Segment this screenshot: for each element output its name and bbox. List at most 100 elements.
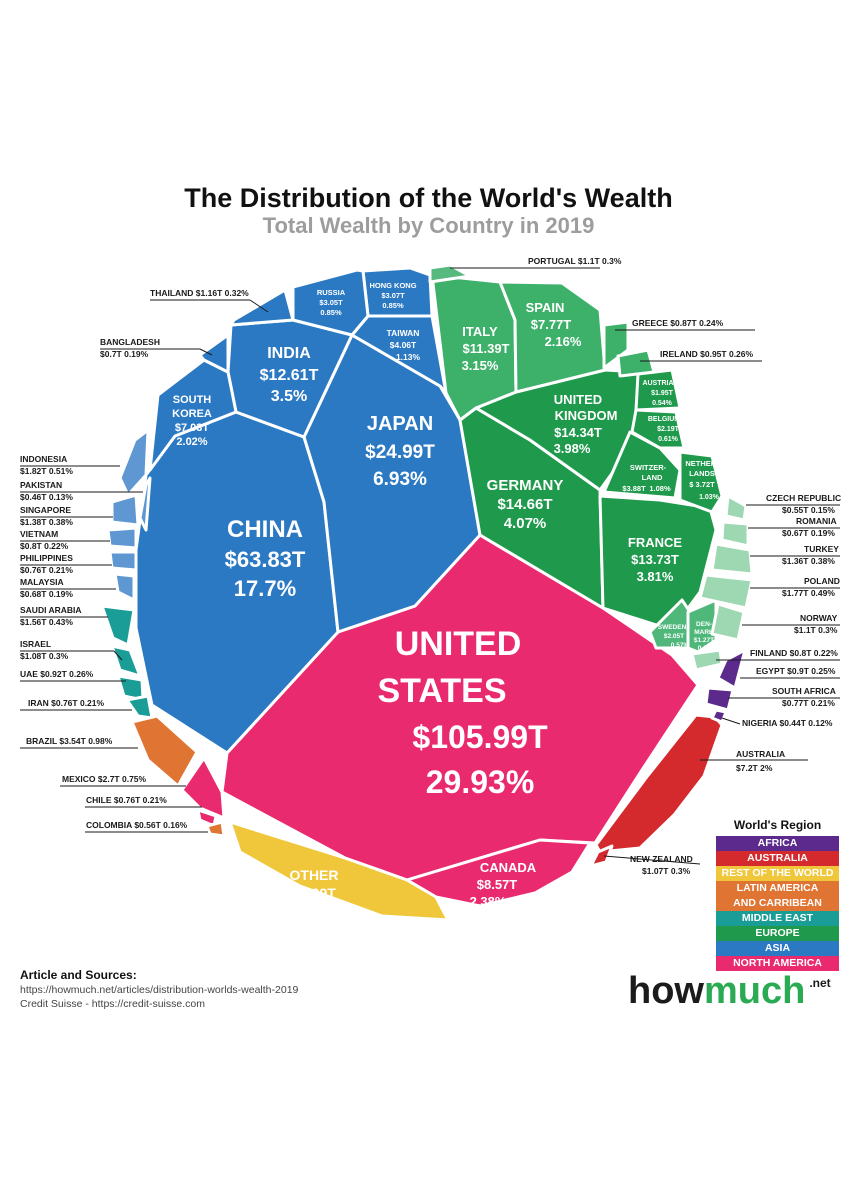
callout-czech-1: CZECH REPUBLIC [766,493,841,503]
callout-pakistan-2: $0.46T 0.13% [20,492,73,502]
callout-poland-2: $1.77T 0.49% [782,588,835,598]
cell-singapore [110,493,140,527]
cell-belgium [630,408,686,450]
label-uk-3: $14.34T [554,425,602,440]
label-uk-4: 3.98% [554,441,591,456]
logo-tld: .net [809,976,831,990]
callout-finland: FINLAND $0.8T 0.22% [750,648,838,658]
label-belgium-2: $2.19T [657,426,680,433]
label-hk-3: 0.85% [382,301,404,310]
howmuch-logo: howmuch .net [628,970,831,1013]
chart-subtitle: Total Wealth by Country in 2019 [262,213,595,238]
label-canada-2: $8.57T [477,877,518,892]
label-japan-3: 6.93% [373,469,427,490]
cell-indonesia [118,428,150,497]
callout-vietnam-2: $0.8T 0.22% [20,541,69,551]
label-denmark-4: 0.35% [698,645,717,652]
callout-philippines-1: PHILIPPINES [20,553,73,563]
callouts: PORTUGAL $1.1T 0.3% GREECE $0.87T 0.24% … [20,256,841,876]
callout-nigeria: NIGERIA $0.44T 0.12% [742,718,833,728]
sources-title: Article and Sources: [20,968,137,982]
label-belgium-3: 0.61% [658,436,679,443]
cell-new-zealand [589,844,614,868]
label-italy-2: $11.39T [463,341,510,356]
label-india-3: 3.5% [271,388,307,405]
callout-bangladesh-1: BANGLADESH [100,337,160,347]
cell-norway [710,602,746,642]
label-neth-3: $ 3.72T [689,480,715,489]
callout-malaysia-2: $0.68T 0.19% [20,589,73,599]
label-switz-4: 1.08% [649,484,671,493]
cell-greece [602,320,630,370]
cell-austria [634,368,682,412]
label-austria-3: 0.54% [652,400,673,407]
cell-romania [720,520,750,548]
label-canada-3: 2.38% [470,894,507,909]
callout-uae: UAE $0.92T 0.26% [20,669,94,679]
callout-portugal: PORTUGAL $1.1T 0.3% [528,256,622,266]
label-germany-2: $14.66T [497,496,552,513]
label-us-2: STATES [377,672,506,710]
chart-title: The Distribution of the World's Wealth [184,183,673,213]
cell-finland [690,648,724,672]
legend: World's Region AFRICA AUSTRALIA REST OF … [716,818,839,971]
label-sweden-1: SWEDEN [658,624,687,631]
callout-pakistan-1: PAKISTAN [20,480,62,490]
legend-item-asia: ASIA [716,941,839,956]
label-japan-2: $24.99T [365,442,435,463]
callout-new-zealand-2: $1.07T 0.3% [642,866,691,876]
callout-australia-2: $7.2T 2% [736,763,773,773]
callout-poland-1: POLAND [804,576,840,586]
label-sweden-3: 0.57% [671,642,690,649]
label-france-2: $13.73T [631,552,679,567]
cell-bangladesh [198,333,230,374]
callout-chile: CHILE $0.76T 0.21% [86,795,167,805]
cell-south-africa [704,686,735,712]
callout-turkey-1: TURKEY [804,544,839,554]
legend-item-rest-of-world: REST OF THE WORLD [716,866,839,881]
legend-item-middle-east: MIDDLE EAST [716,911,839,926]
callout-bangladesh-2: $0.7T 0.19% [100,349,149,359]
label-neth-1: NETHER- [685,459,719,468]
label-germany-1: GERMANY [487,477,564,494]
label-uk-2: KINGDOM [555,408,618,423]
legend-item-africa: AFRICA [716,836,839,851]
label-skorea-3: $7.03T [175,422,210,434]
cell-australia [594,713,724,854]
label-sweden-2: $2.05T [664,633,684,640]
callout-turkey-2: $1.36T 0.38% [782,556,835,566]
cell-france [598,494,718,632]
cell-iran [125,694,154,720]
callout-indonesia-2: $1.82T 0.51% [20,466,73,476]
logo-much: much [703,970,806,1012]
sources-credit: Credit Suisse - https://credit-suisse.co… [20,998,205,1010]
sources-article-link[interactable]: https://howmuch.net/articles/distributio… [20,984,299,996]
cell-spain [498,280,607,394]
callout-australia-1: AUSTRALIA [736,749,785,759]
label-neth-4: 1.03% [699,494,720,501]
callout-south-africa-2: $0.77T 0.21% [782,698,835,708]
label-hk-1: HONG KONG [369,281,416,290]
label-france-1: FRANCE [628,535,682,550]
sources-block: Article and Sources: https://howmuch.net… [20,968,298,1011]
label-skorea-4: 2.02% [176,436,207,448]
cell-other [228,820,450,922]
legend-item-australia: AUSTRALIA [716,851,839,866]
label-canada-1: CANADA [480,860,537,875]
label-other-3: 2.76% [294,903,334,919]
label-skorea-2: KOREA [172,408,212,420]
label-italy-1: ITALY [462,324,498,339]
cell-colombia [205,820,226,838]
cell-saudi-arabia [100,604,136,647]
label-us-1: UNITED [395,625,522,663]
label-denmark-1: DEN- [696,621,712,628]
label-russia-1: RUSSIA [317,288,346,297]
callout-egypt: EGYPT $0.9T 0.25% [756,666,836,676]
cell-malaysia [113,572,136,602]
label-india-1: INDIA [267,345,311,362]
callout-philippines-2: $0.76T 0.21% [20,565,73,575]
legend-item-latin-america: LATIN AMERICA [716,881,839,896]
callout-singapore-1: SINGAPORE [20,505,71,515]
label-austria-2: $1.95T [651,390,674,397]
legend-title: World's Region [733,818,822,832]
